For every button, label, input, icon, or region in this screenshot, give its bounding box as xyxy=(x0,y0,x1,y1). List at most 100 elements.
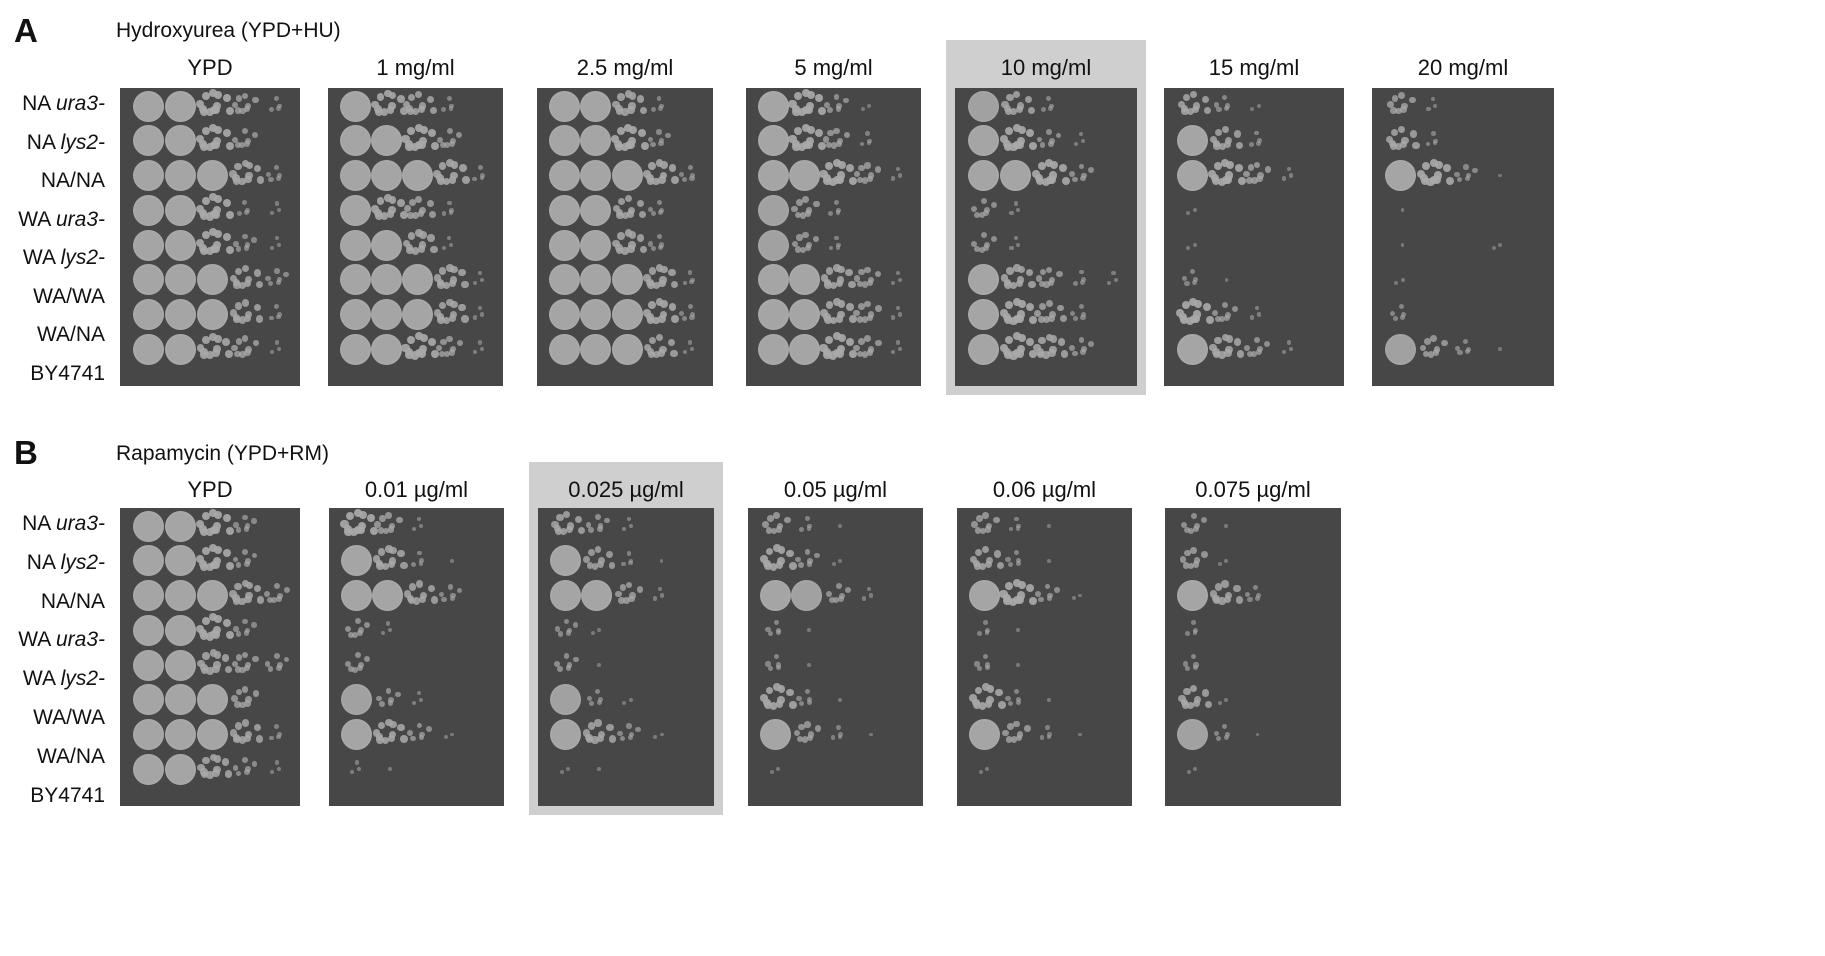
yeast-colony xyxy=(1246,176,1253,184)
yeast-colony xyxy=(629,125,638,134)
yeast-colony xyxy=(615,243,623,252)
yeast-colony xyxy=(1002,139,1011,148)
yeast-colony xyxy=(875,339,882,347)
yeast-colony xyxy=(283,271,289,278)
yeast-colony xyxy=(253,584,262,593)
yeast-spot xyxy=(341,719,372,750)
yeast-colony xyxy=(648,301,657,310)
strain-label: NA/NA xyxy=(40,169,105,192)
yeast-colony xyxy=(200,768,208,776)
strain-label: NA lys2- xyxy=(26,130,105,154)
yeast-colony xyxy=(1016,242,1021,248)
yeast-spot xyxy=(580,194,612,226)
yeast-colony xyxy=(837,160,846,169)
yeast-colony xyxy=(1039,735,1045,740)
yeast-colony xyxy=(1035,275,1042,282)
yeast-colony xyxy=(898,173,903,178)
yeast-colony xyxy=(591,736,599,744)
yeast-spot xyxy=(340,160,371,191)
yeast-spot xyxy=(967,160,999,191)
yeast-colony xyxy=(837,334,846,343)
yeast-colony xyxy=(1184,280,1190,286)
yeast-colony xyxy=(835,279,844,288)
yeast-colony xyxy=(776,695,785,704)
yeast-colony xyxy=(386,621,391,626)
yeast-colony xyxy=(983,210,990,217)
yeast-colony xyxy=(815,129,824,138)
yeast-spot xyxy=(132,264,164,296)
yeast-colony xyxy=(835,245,841,250)
yeast-colony xyxy=(658,175,667,184)
yeast-spot xyxy=(758,160,789,191)
yeast-colony xyxy=(450,265,458,274)
yeast-colony xyxy=(387,102,396,110)
yeast-spot xyxy=(132,160,164,191)
yeast-colony xyxy=(206,351,214,360)
yeast-colony xyxy=(1433,138,1438,143)
yeast-colony xyxy=(658,314,667,323)
yeast-colony xyxy=(597,663,601,667)
yeast-colony xyxy=(419,334,428,343)
yeast-colony xyxy=(450,161,459,169)
yeast-colony xyxy=(642,309,651,317)
yeast-colony xyxy=(1221,158,1230,167)
yeast-colony xyxy=(1017,125,1026,134)
yeast-colony xyxy=(1457,350,1463,356)
yeast-colony xyxy=(1058,163,1067,172)
yeast-colony xyxy=(997,700,1006,709)
yeast-colony xyxy=(994,688,1003,697)
yeast-colony xyxy=(656,199,662,205)
yeast-colony xyxy=(825,335,834,344)
yeast-colony xyxy=(351,666,358,673)
yeast-colony xyxy=(252,690,260,697)
yeast-colony xyxy=(418,595,426,603)
yeast-colony xyxy=(199,139,208,148)
yeast-colony xyxy=(386,210,395,219)
yeast-colony xyxy=(415,140,424,149)
yeast-colony xyxy=(428,585,436,593)
yeast-colony xyxy=(974,527,982,535)
yeast-colony xyxy=(436,278,445,287)
yeast-colony xyxy=(1192,699,1200,708)
yeast-colony xyxy=(1255,732,1260,737)
yeast-colony xyxy=(898,347,903,352)
yeast-colony xyxy=(775,699,784,708)
yeast-colony xyxy=(1385,135,1394,143)
yeast-spot xyxy=(549,125,581,157)
yeast-colony xyxy=(1192,630,1198,636)
yeast-colony xyxy=(241,264,249,272)
yeast-colony xyxy=(449,346,456,353)
yeast-colony xyxy=(239,666,246,674)
yeast-colony xyxy=(430,596,438,604)
yeast-colony xyxy=(791,205,799,213)
yeast-colony xyxy=(1454,171,1460,178)
yeast-colony xyxy=(201,127,210,136)
yeast-colony xyxy=(1205,315,1214,324)
yeast-colony xyxy=(477,165,483,171)
yeast-colony xyxy=(213,755,222,763)
yeast-colony xyxy=(996,561,1004,569)
yeast-colony xyxy=(591,631,595,635)
yeast-colony xyxy=(374,104,383,113)
yeast-spot xyxy=(549,299,581,330)
yeast-colony xyxy=(1080,175,1087,182)
yeast-colony xyxy=(628,595,635,603)
yeast-spot xyxy=(549,333,581,365)
yeast-colony xyxy=(1288,347,1293,352)
yeast-colony xyxy=(1016,558,1022,564)
yeast-colony xyxy=(619,735,626,742)
yeast-colony xyxy=(896,270,901,276)
yeast-colony xyxy=(1212,594,1220,602)
yeast-colony xyxy=(658,245,664,251)
yeast-colony xyxy=(624,229,633,237)
yeast-colony xyxy=(1253,161,1261,169)
yeast-colony xyxy=(242,548,248,555)
yeast-colony xyxy=(1264,166,1272,173)
yeast-colony xyxy=(1047,592,1054,599)
yeast-colony xyxy=(403,205,411,213)
yeast-colony xyxy=(458,303,466,312)
yeast-colony xyxy=(380,108,389,116)
yeast-colony xyxy=(252,96,259,104)
yeast-colony xyxy=(1072,315,1078,321)
yeast-spot xyxy=(340,333,371,365)
